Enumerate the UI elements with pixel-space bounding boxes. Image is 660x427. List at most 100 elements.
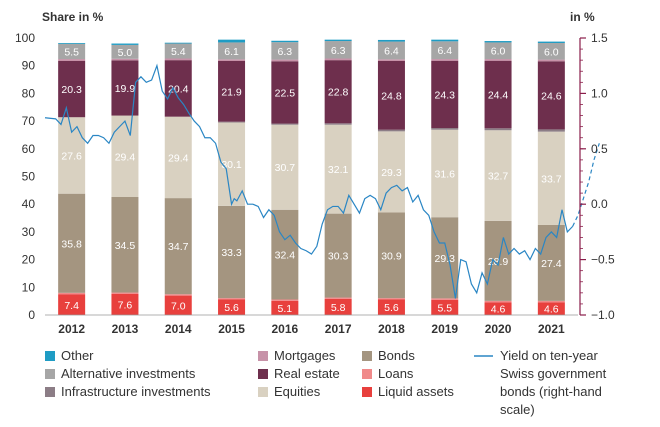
- bar-segment-loans: [58, 292, 86, 295]
- bar-segment-bonds: [58, 193, 86, 293]
- bar-segment-mortgages: [111, 58, 139, 61]
- bar-segment-infrastructure-investments: [324, 123, 352, 125]
- bar-segment-other: [218, 39, 246, 43]
- legend-label-real-estate: Real estate: [274, 366, 340, 381]
- legend-swatch-loans: [362, 369, 372, 379]
- value-label: 34.7: [168, 241, 189, 253]
- y2-tick-label: −1.0: [591, 308, 615, 322]
- bar-segment-mortgages: [218, 59, 246, 61]
- value-label: 6.4: [384, 45, 399, 57]
- bar-segment-loans: [111, 292, 139, 294]
- bar-segment-real-estate: [218, 60, 246, 122]
- value-label: 22.5: [275, 87, 296, 99]
- bar-segment-loans: [164, 294, 192, 296]
- x-tick-label: 2015: [218, 322, 245, 336]
- bar-segment-bonds: [164, 198, 192, 295]
- bar-segment-alternative-investments: [324, 41, 352, 59]
- bar-segment-liquid-assets: [218, 299, 246, 315]
- bar-segment-real-estate: [164, 60, 192, 117]
- legend-label-yield: scale): [500, 402, 535, 417]
- legend-label-bonds: Bonds: [378, 348, 415, 363]
- y2-tick-label: 0.5: [591, 142, 608, 156]
- value-label: 7.6: [118, 299, 133, 311]
- y-tick-label: 90: [22, 59, 36, 73]
- x-tick-label: 2013: [112, 322, 139, 336]
- yield-line-dashed: [572, 143, 600, 227]
- bar-segment-alternative-investments: [377, 41, 405, 60]
- bar-segment-infrastructure-investments: [377, 129, 405, 132]
- bar-segment-mortgages: [164, 58, 192, 61]
- x-tick-label: 2019: [431, 322, 458, 336]
- bar-segment-liquid-assets: [164, 295, 192, 315]
- bar-segment-loans: [218, 298, 246, 300]
- value-label: 32.4: [275, 250, 296, 262]
- bar-segment-bonds: [324, 213, 352, 298]
- x-tick-label: 2016: [271, 322, 298, 336]
- bar-segment-real-estate: [111, 60, 139, 116]
- bar-segment-infrastructure-investments: [484, 128, 512, 131]
- value-label: 22.8: [328, 87, 349, 99]
- bar-segment-mortgages: [377, 59, 405, 61]
- bar-segment-other: [271, 40, 299, 43]
- bar-segment-real-estate: [537, 61, 565, 130]
- bar-segment-alternative-investments: [431, 41, 459, 60]
- value-label: 5.5: [64, 46, 79, 58]
- bar-segment-other: [58, 42, 86, 44]
- bar-segment-other: [484, 41, 512, 43]
- legend-label-infrastructure-investments: Infrastructure investments: [61, 384, 211, 399]
- x-tick-label: 2020: [485, 322, 512, 336]
- bar-segment-loans: [271, 299, 299, 301]
- bar-segment-other: [537, 41, 565, 43]
- bar-segment-mortgages: [271, 59, 299, 62]
- bar-segment-loans: [484, 300, 512, 303]
- legend-swatch-mortgages: [258, 351, 268, 361]
- y-tick-label: 20: [22, 253, 36, 267]
- bar-segment-real-estate: [271, 61, 299, 124]
- bar-segment-liquid-assets: [111, 293, 139, 315]
- value-label: 20.4: [168, 83, 189, 95]
- bar-segment-mortgages: [58, 59, 86, 61]
- bar-segment-liquid-assets: [431, 299, 459, 315]
- left-axis-title: Share in %: [42, 10, 104, 24]
- value-label: 6.3: [278, 46, 293, 58]
- legend-label-other: Other: [61, 348, 94, 363]
- value-label: 4.6: [544, 304, 559, 316]
- legend-label-alternative-investments: Alternative investments: [61, 366, 196, 381]
- value-label: 32.1: [328, 164, 349, 176]
- y2-tick-label: −0.5: [591, 253, 615, 267]
- value-label: 27.4: [541, 258, 562, 270]
- y2-tick-label: 0.0: [591, 197, 608, 211]
- value-label: 6.1: [224, 46, 239, 58]
- value-label: 6.4: [437, 45, 452, 57]
- bar-segment-alternative-investments: [537, 42, 565, 60]
- bar-segment-mortgages: [431, 59, 459, 61]
- value-label: 31.6: [435, 168, 456, 180]
- bar-segment-liquid-assets: [324, 298, 352, 315]
- legend-label-yield: bonds (right-hand: [500, 384, 602, 399]
- bar-segment-bonds: [484, 220, 512, 301]
- bar-segment-liquid-assets: [58, 294, 86, 315]
- y-tick-label: 40: [22, 197, 36, 211]
- legend-label-liquid-assets: Liquid assets: [378, 384, 454, 399]
- y2-tick-label: 1.5: [591, 31, 608, 45]
- x-tick-label: 2017: [325, 322, 352, 336]
- value-label: 5.6: [384, 302, 399, 314]
- bar-segment-other: [111, 43, 139, 45]
- bar-segment-infrastructure-investments: [271, 123, 299, 125]
- value-label: 24.4: [488, 90, 509, 102]
- value-label: 27.6: [61, 150, 82, 162]
- bar-segment-mortgages: [537, 59, 565, 62]
- bar-segment-alternative-investments: [111, 44, 139, 59]
- value-label: 30.7: [275, 162, 296, 174]
- bar-segment-mortgages: [324, 58, 352, 61]
- value-label: 7.0: [171, 300, 186, 312]
- bar-segment-alternative-investments: [218, 42, 246, 60]
- y-tick-label: 60: [22, 142, 36, 156]
- value-label: 20.3: [61, 84, 82, 96]
- bar-segment-bonds: [218, 205, 246, 299]
- bar-segment-infrastructure-investments: [537, 129, 565, 132]
- bar-segment-loans: [377, 298, 405, 300]
- bar-segment-equities: [484, 130, 512, 221]
- bar-segment-liquid-assets: [377, 299, 405, 315]
- legend-swatch-real-estate: [258, 369, 268, 379]
